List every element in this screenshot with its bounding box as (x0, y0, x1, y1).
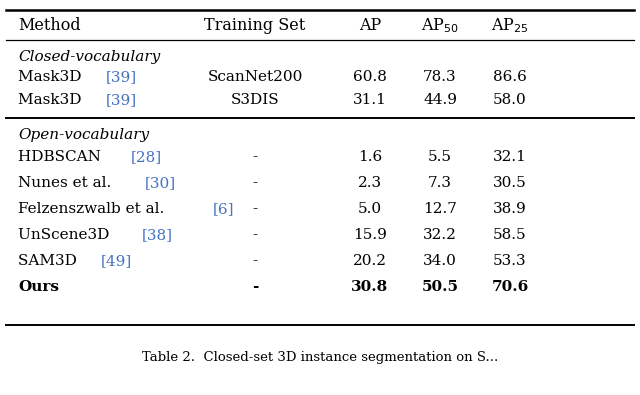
Text: AP: AP (359, 17, 381, 34)
Text: AP$_{25}$: AP$_{25}$ (491, 17, 529, 35)
Text: 58.0: 58.0 (493, 93, 527, 107)
Text: 30.5: 30.5 (493, 176, 527, 190)
Text: -: - (252, 254, 257, 268)
Text: 38.9: 38.9 (493, 202, 527, 216)
Text: Method: Method (18, 17, 81, 34)
Text: Nunes et al.: Nunes et al. (18, 176, 116, 190)
Text: [6]: [6] (213, 202, 234, 216)
Text: Felzenszwalb et al.: Felzenszwalb et al. (18, 202, 169, 216)
Text: [39]: [39] (106, 70, 138, 84)
Text: S3DIS: S3DIS (230, 93, 279, 107)
Text: 12.7: 12.7 (423, 202, 457, 216)
Text: 60.8: 60.8 (353, 70, 387, 84)
Text: UnScene3D: UnScene3D (18, 228, 115, 242)
Text: 7.3: 7.3 (428, 176, 452, 190)
Text: Training Set: Training Set (204, 17, 306, 34)
Text: Open-vocabulary: Open-vocabulary (18, 128, 149, 142)
Text: 70.6: 70.6 (492, 280, 529, 294)
Text: 44.9: 44.9 (423, 93, 457, 107)
Text: 32.2: 32.2 (423, 228, 457, 242)
Text: 15.9: 15.9 (353, 228, 387, 242)
Text: 86.6: 86.6 (493, 70, 527, 84)
Text: 53.3: 53.3 (493, 254, 527, 268)
Text: [28]: [28] (131, 150, 163, 164)
Text: SAM3D: SAM3D (18, 254, 82, 268)
Text: Closed-vocabulary: Closed-vocabulary (18, 50, 160, 64)
Text: 31.1: 31.1 (353, 93, 387, 107)
Text: -: - (252, 150, 257, 164)
Text: -: - (252, 176, 257, 190)
Text: [49]: [49] (100, 254, 131, 268)
Text: Mask3D: Mask3D (18, 93, 86, 107)
Text: [39]: [39] (106, 93, 138, 107)
Text: 1.6: 1.6 (358, 150, 382, 164)
Text: 78.3: 78.3 (423, 70, 457, 84)
Text: HDBSCAN: HDBSCAN (18, 150, 106, 164)
Text: 34.0: 34.0 (423, 254, 457, 268)
Text: 30.8: 30.8 (351, 280, 388, 294)
Text: AP$_{50}$: AP$_{50}$ (421, 17, 459, 35)
Text: Ours: Ours (18, 280, 59, 294)
Text: 32.1: 32.1 (493, 150, 527, 164)
Text: Table 2.  Closed-set 3D instance segmentation on S...: Table 2. Closed-set 3D instance segmenta… (142, 352, 498, 365)
Text: 5.0: 5.0 (358, 202, 382, 216)
Text: 20.2: 20.2 (353, 254, 387, 268)
Text: 50.5: 50.5 (422, 280, 458, 294)
Text: Mask3D: Mask3D (18, 70, 86, 84)
Text: -: - (252, 228, 257, 242)
Text: 58.5: 58.5 (493, 228, 527, 242)
Text: -: - (252, 280, 258, 294)
Text: -: - (252, 202, 257, 216)
Text: 5.5: 5.5 (428, 150, 452, 164)
Text: [30]: [30] (145, 176, 176, 190)
Text: 2.3: 2.3 (358, 176, 382, 190)
Text: ScanNet200: ScanNet200 (207, 70, 303, 84)
Text: [38]: [38] (142, 228, 173, 242)
